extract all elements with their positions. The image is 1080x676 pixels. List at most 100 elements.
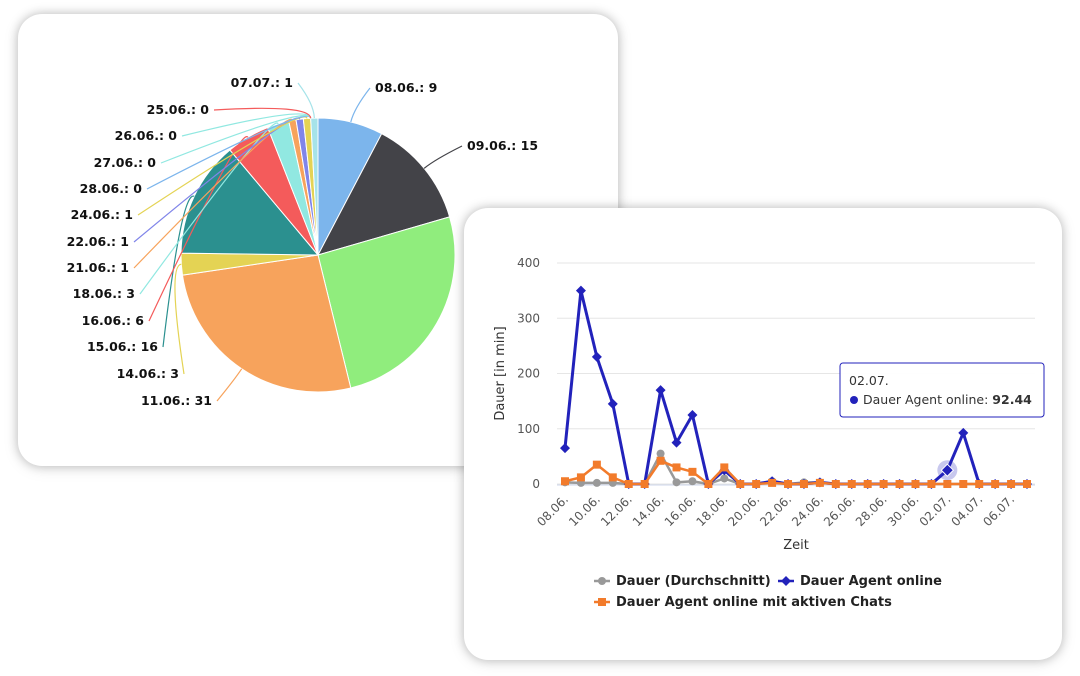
tooltip: 02.07. Dauer Agent online: 92.44 [839,362,1045,418]
y-tick-label: 200 [517,367,540,381]
line-chart-card: 0 100 200 300 400 08.06. 10.06. 12.06. 14.06. 16.… [464,208,1062,660]
data-point[interactable] [640,480,649,488]
pie-connector [423,145,463,169]
data-point[interactable] [752,480,761,488]
pie-labels: 08.06.: 9 09.06.: 15 11.06.: 31 14.06.: 3 15… [67,75,538,408]
pie-slice-0707[interactable] [310,117,319,256]
data-point[interactable] [688,477,697,486]
data-point[interactable] [958,427,969,438]
data-point[interactable] [656,449,665,458]
x-tick-label: 08.06. [534,492,571,529]
data-point[interactable] [560,443,570,454]
legend-label: Dauer Agent online [800,574,942,589]
data-point[interactable] [687,409,698,420]
legend-item[interactable]: Dauer (Durchschnitt) [594,574,771,589]
pie-data-label: 14.06.: 3 [117,366,179,381]
data-point[interactable] [736,480,745,488]
pie-connector [216,368,243,402]
data-point[interactable] [975,480,984,488]
x-tick-label: 26.06. [821,492,858,529]
legend-symbol[interactable] [598,577,606,585]
data-point[interactable] [784,480,793,488]
pie-data-label: 16.06.: 6 [82,313,145,328]
legend-label: Dauer Agent online mit aktiven Chats [616,595,892,610]
series-line [564,452,1027,486]
data-point[interactable] [704,480,713,488]
data-point[interactable] [672,463,681,472]
data-point[interactable] [607,398,618,409]
data-point[interactable] [815,478,824,487]
x-tick-label: 16.06. [662,492,699,529]
data-point[interactable] [943,480,952,488]
data-point[interactable] [608,473,617,482]
data-point[interactable] [1023,480,1031,488]
tooltip-dot [850,396,858,404]
data-point[interactable] [624,480,633,488]
data-point[interactable] [575,285,586,296]
data-point[interactable] [672,478,681,487]
pie-data-label: 26.06.: 0 [115,128,178,143]
data-point[interactable] [720,463,729,472]
data-point[interactable] [959,480,968,488]
x-tick-labels: 08.06.10.06.12.06.14.06.16.06.18.06.20.0… [534,492,1017,529]
x-tick-label: 06.07. [980,492,1017,529]
data-point[interactable] [799,480,808,488]
data-point[interactable] [991,480,1000,488]
legend-item[interactable]: Dauer Agent online mit aktiven Chats [594,595,892,610]
series-line [564,459,1027,486]
pie-connector [133,118,293,269]
data-point[interactable] [671,437,682,448]
data-point[interactable] [1007,480,1016,488]
data-point[interactable] [655,385,666,396]
pie-slice-0906[interactable] [317,133,451,256]
pie-data-label: 08.06.: 9 [375,80,437,95]
pie-data-label: 18.06.: 3 [73,286,135,301]
x-axis-title: Zeit [783,538,809,553]
line-chart: 0 100 200 300 400 08.06.10.06.12.06.14.06.16.… [493,256,1045,610]
data-point[interactable] [688,467,697,476]
x-tick-label: 14.06. [630,492,667,529]
y-axis-title: Dauer [in min] [493,326,508,420]
tooltip-date: 02.07. [849,373,889,388]
y-tick-label: 0 [532,477,540,491]
y-tick-label: 300 [517,311,540,325]
data-point[interactable] [831,480,840,488]
x-tick-label: 28.06. [853,492,890,529]
pie-slice-1006[interactable] [317,216,456,389]
legend: Dauer (Durchschnitt) Dauer Agent online Da… [594,574,942,610]
pie-connector [350,87,371,123]
pie-slices [180,117,456,393]
pie-connector [181,113,312,137]
data-point[interactable] [879,480,888,488]
data-point[interactable] [720,474,729,483]
pie-connector [297,82,315,119]
data-point[interactable] [927,480,936,488]
x-tick-label: 22.06. [757,492,794,529]
legend-item[interactable]: Dauer Agent online [778,574,942,589]
pie-slice-1506[interactable] [180,149,320,256]
x-tick-label: 20.06. [725,492,762,529]
legend-symbol[interactable] [781,576,791,586]
pie-chart: 08.06.: 9 09.06.: 15 11.06.: 31 14.06.: 3 15… [67,75,538,408]
y-tick-label: 100 [517,422,540,436]
pie-data-label: 21.06.: 1 [67,260,129,275]
pie-connector [162,195,195,348]
data-point[interactable] [592,460,601,469]
pie-connector [174,263,185,375]
data-point[interactable] [591,351,602,362]
data-point[interactable] [895,480,904,488]
data-point[interactable] [592,478,601,487]
x-tick-label: 30.06. [885,492,922,529]
data-point[interactable] [561,477,569,486]
data-point[interactable] [656,456,665,465]
data-point[interactable] [911,480,920,488]
data-point[interactable] [863,480,872,488]
x-tick-label: 10.06. [566,492,603,529]
data-point[interactable] [847,480,856,488]
data-point[interactable] [576,473,585,482]
x-tick-label: 12.06. [598,492,635,529]
data-point[interactable] [768,478,777,487]
legend-symbol[interactable] [598,598,606,606]
hover-point[interactable] [940,463,955,477]
x-tick-label: 04.07. [948,492,985,529]
